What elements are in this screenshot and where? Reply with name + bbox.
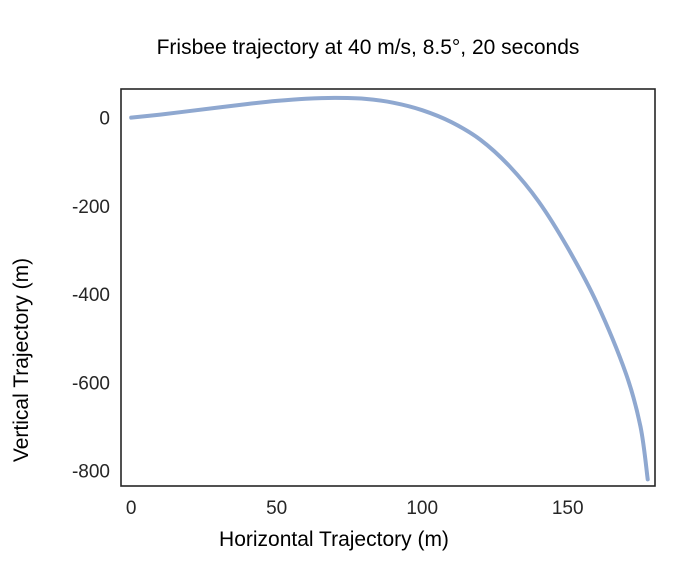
y-axis-label: Vertical Trajectory (m)	[10, 258, 33, 462]
y-tick-label: 0	[99, 109, 110, 130]
y-axis: 0 -200 -400 -600 -800	[72, 109, 110, 483]
x-axis: 0 50 100 150	[126, 498, 584, 519]
series-line-0	[129, 95, 650, 482]
x-tick-label: 50	[266, 498, 287, 519]
chart-title: Frisbee trajectory at 40 m/s, 8.5°, 20 s…	[157, 36, 580, 59]
x-tick-label: 100	[406, 498, 438, 519]
y-tick-label: -800	[72, 462, 110, 483]
x-tick-label: 0	[126, 498, 137, 519]
y-tick-label: -400	[72, 285, 110, 306]
x-tick-label: 150	[552, 498, 584, 519]
plot-area	[129, 95, 650, 482]
x-axis-label: Horizontal Trajectory (m)	[219, 528, 449, 551]
plot-frame	[120, 88, 656, 487]
y-tick-label: -600	[72, 373, 110, 394]
y-tick-label: -200	[72, 197, 110, 218]
